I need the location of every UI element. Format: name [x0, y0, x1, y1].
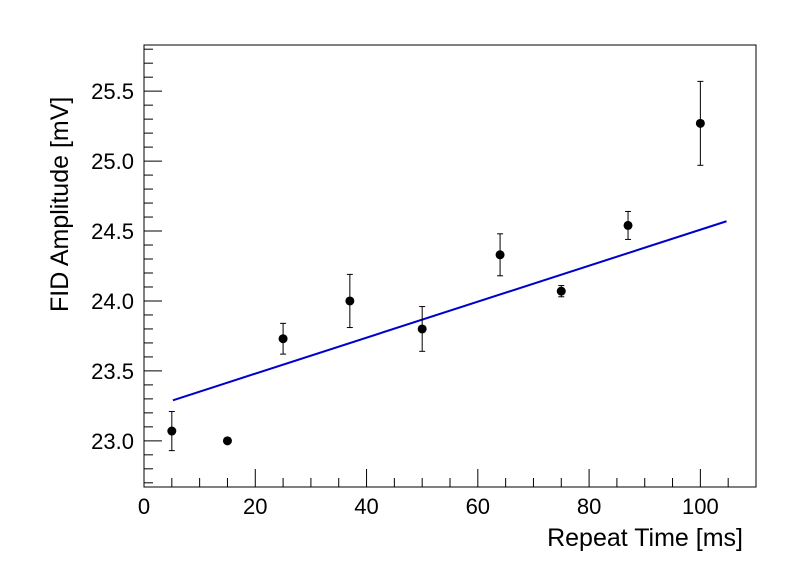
data-point — [556, 286, 566, 296]
x-tick-label: 60 — [466, 494, 490, 519]
tick-labels: 0 20 40 60 80 100 23.0 23.5 24.0 24.5 25.0 25.5 — [91, 79, 719, 519]
data-points-layer — [167, 80, 705, 452]
fit-line-layer — [172, 220, 727, 402]
y-tick-label: 24.5 — [91, 219, 134, 244]
y-tick-label: 24.0 — [91, 289, 134, 314]
axis-ticks — [143, 48, 757, 487]
data-point — [278, 334, 288, 344]
x-tick-label: 20 — [243, 494, 267, 519]
x-tick-label: 80 — [577, 494, 601, 519]
data-point — [167, 426, 177, 436]
data-point — [623, 220, 633, 230]
fit-line — [172, 220, 727, 402]
y-tick-label: 25.5 — [91, 79, 134, 104]
x-tick-label: 100 — [682, 494, 719, 519]
y-tick-label: 25.0 — [91, 149, 134, 174]
y-tick-label: 23.5 — [91, 359, 134, 384]
data-point — [417, 324, 427, 334]
data-point — [345, 296, 355, 306]
data-point — [695, 118, 705, 128]
x-tick-label: 0 — [138, 494, 150, 519]
y-axis-title: FID Amplitude [mV] — [46, 97, 74, 312]
x-tick-label: 40 — [354, 494, 378, 519]
data-point — [495, 250, 505, 260]
data-point — [222, 436, 232, 446]
x-axis-title: Repeat Time [ms] — [547, 524, 743, 552]
y-tick-label: 23.0 — [91, 429, 134, 454]
